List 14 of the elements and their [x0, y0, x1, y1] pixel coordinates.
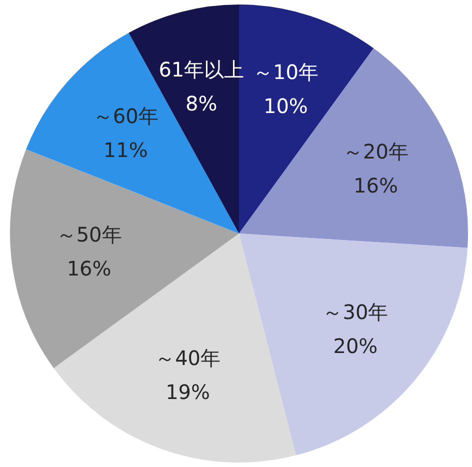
- slice-label: 61年以上: [158, 57, 244, 82]
- data-label: 16%: [66, 256, 112, 281]
- data-label: 10%: [263, 94, 308, 118]
- data-label: 16%: [354, 173, 398, 198]
- data-label: 19%: [166, 380, 210, 404]
- slice-label: ～20年: [343, 139, 408, 164]
- data-label: 11%: [103, 138, 148, 162]
- slice-label: ～50年: [56, 222, 122, 247]
- slice-label: ～10年: [252, 60, 318, 84]
- slice-label: ～60年: [92, 104, 158, 128]
- slice-label: ～40年: [155, 346, 221, 370]
- data-label: 8%: [186, 91, 218, 116]
- data-label: 20%: [333, 334, 378, 358]
- slice-label: ～30年: [322, 300, 388, 324]
